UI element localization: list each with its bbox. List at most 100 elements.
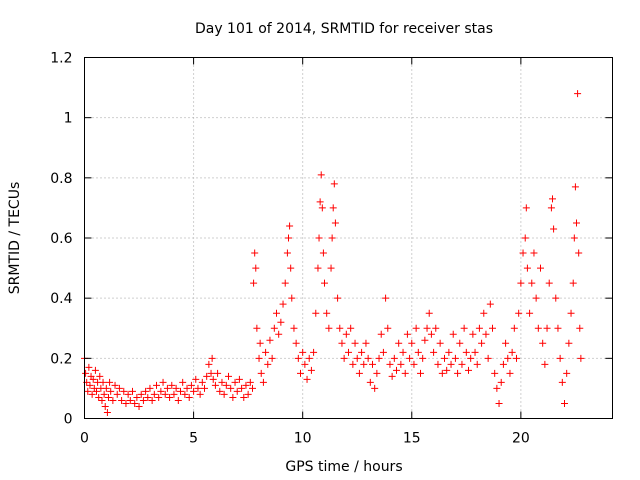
data-point [397,360,405,368]
data-point [303,375,311,383]
data-point [207,369,215,377]
data-point [211,381,219,389]
data-point [163,384,171,392]
data-point [225,372,232,380]
data-point [521,234,529,242]
data-point [255,354,263,362]
data-point [220,390,228,398]
data-point [287,264,295,272]
data-point [93,387,100,395]
data-point [412,324,420,332]
x-tick-label: 5 [189,431,198,447]
data-point [384,324,392,332]
data-point [321,279,328,287]
data-point [170,390,178,398]
tick-labels-layer: 0 0.2 0.4 0.6 0.8 1 1.2 0 5 10 15 20 [50,51,530,447]
data-point [484,354,492,362]
data-point [266,336,274,344]
x-tick-label: 20 [512,431,530,447]
data-point [286,222,294,230]
data-point [510,324,518,332]
data-point [478,339,486,347]
data-point [259,378,267,386]
data-point [355,369,363,377]
data-point [315,234,323,242]
data-point [567,309,575,317]
data-point [517,279,525,287]
data-point [100,390,108,398]
data-point [489,324,496,332]
data-point [201,384,208,392]
data-point [486,300,494,308]
data-point [281,279,289,287]
data-point [465,366,472,374]
x-tick-label: 15 [403,431,421,447]
data-point [307,366,315,374]
data-point [103,408,111,416]
data-point [214,369,222,377]
data-point [113,390,121,398]
data-point [375,354,383,362]
data-point [456,339,464,347]
data-point [537,264,544,272]
data-point [95,393,103,401]
data-point [561,399,568,407]
data-point [570,234,578,242]
data-point [399,348,407,356]
data-point [98,396,106,404]
data-point [493,384,501,392]
data-point [467,354,475,362]
data-point [388,372,396,380]
data-point [109,396,117,404]
data-point [297,369,304,377]
data-point [244,390,252,398]
data-point [137,390,145,398]
data-point [366,378,374,386]
data-point [249,384,256,392]
data-point [482,330,490,338]
data-point [480,309,488,317]
data-point [423,324,431,332]
data-point [534,324,542,332]
data-point [181,390,189,398]
data-point [183,384,191,392]
data-point [86,381,94,389]
data-point [101,402,109,410]
data-point [270,324,278,332]
data-point [256,339,264,347]
data-point [159,378,167,386]
data-point [120,387,128,395]
data-point [277,318,285,326]
data-point [565,339,573,347]
data-point [172,384,180,392]
data-point [334,294,342,302]
data-point [107,387,115,395]
data-point [325,324,333,332]
data-point [157,387,165,395]
data-point [419,354,427,362]
data-point [250,279,258,287]
data-point [310,348,318,356]
data-point [161,390,169,398]
data-point [552,294,560,302]
data-point [190,387,198,395]
data-point [351,339,359,347]
data-point [471,348,479,356]
data-point [504,354,512,362]
data-point [82,369,90,377]
data-point [432,324,440,332]
data-point [576,324,584,332]
data-point [235,375,243,383]
data-point [386,360,394,368]
data-point [449,330,457,338]
data-point [502,339,510,347]
data-point [203,372,211,380]
data-point [131,399,139,407]
data-point [88,390,96,398]
data-point [99,378,107,386]
data-point [558,378,566,386]
data-point [451,354,459,362]
y-tick-label: 0.6 [50,231,72,247]
grid-layer [84,57,613,419]
data-point [430,348,438,356]
